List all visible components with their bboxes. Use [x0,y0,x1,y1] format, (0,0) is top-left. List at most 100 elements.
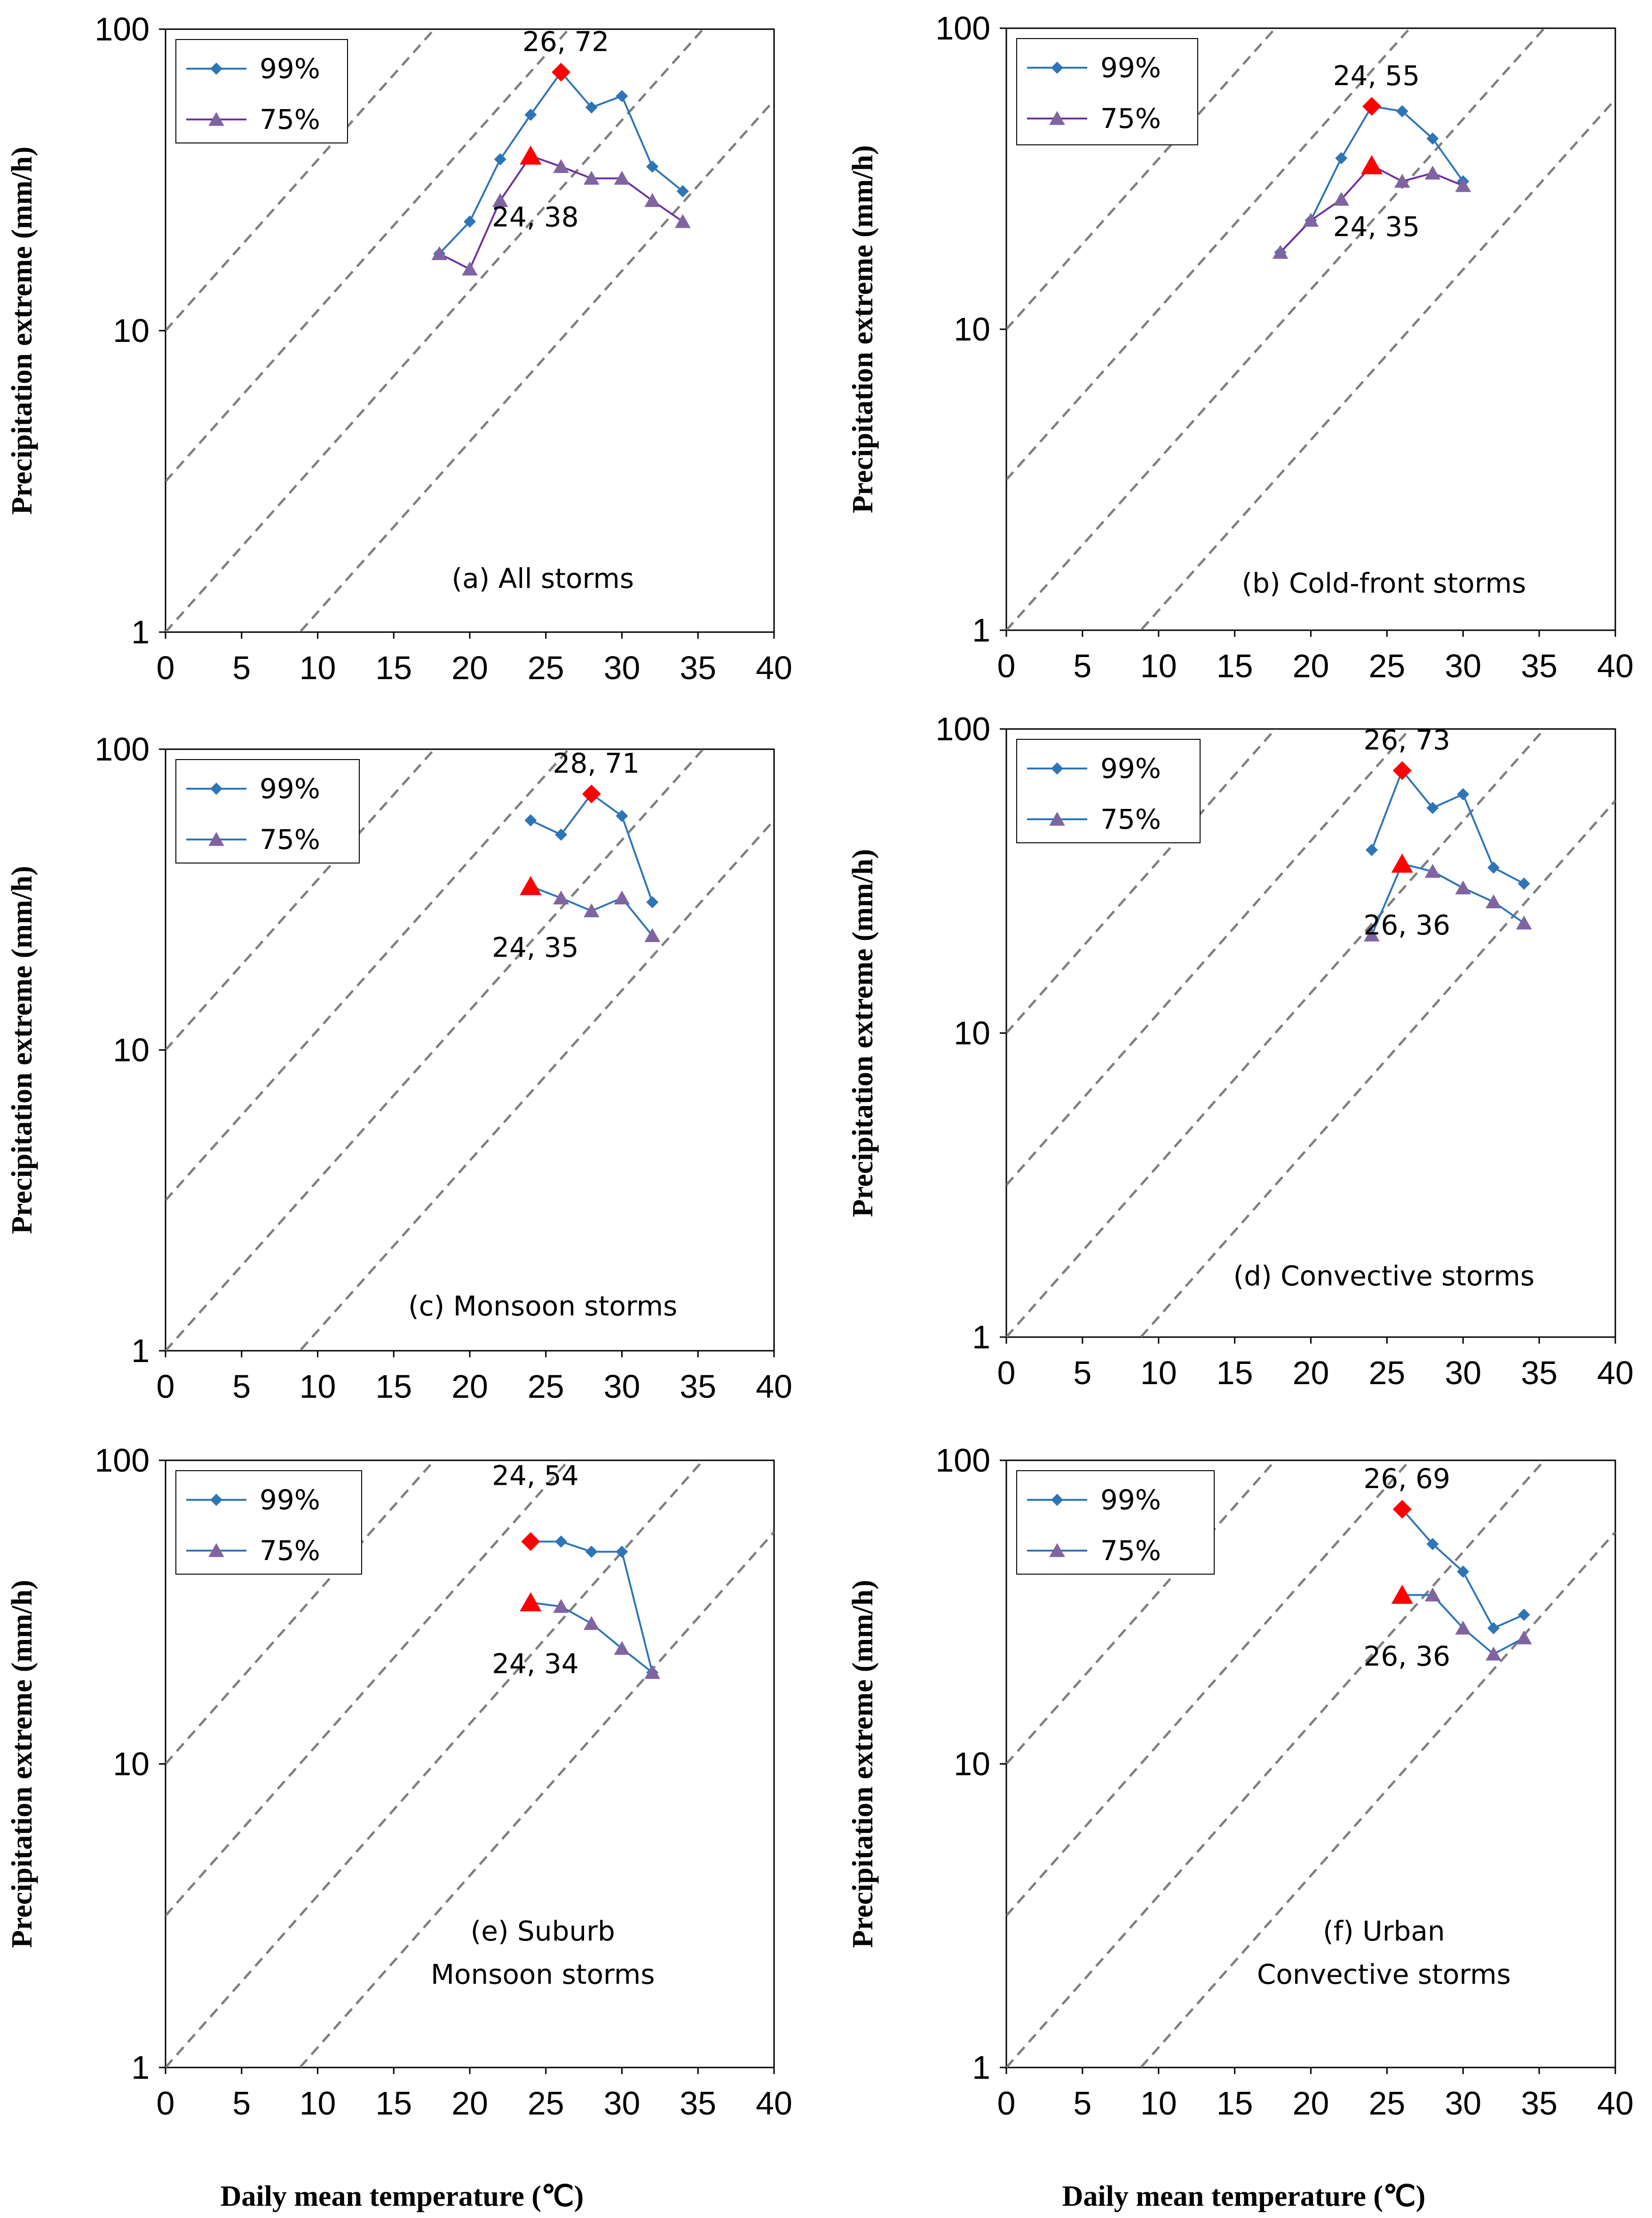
data-point-99 [1426,801,1439,814]
reference-line-1 [298,1531,774,2067]
legend-box [1016,38,1198,145]
legend-label-99: 99% [260,53,320,85]
y-tick-label: 1 [131,614,150,650]
legend-triangle-icon [1049,812,1065,826]
x-tick-label: 35 [1521,2085,1557,2122]
data-point-75 [1455,880,1471,895]
legend-box [175,759,360,863]
data-point-75 [1455,1620,1471,1635]
data-point-99 [464,215,476,228]
data-point-99 [1518,1608,1530,1621]
data-point-75 [614,890,630,905]
legend-label-99: 99% [1100,1484,1161,1516]
y-tick-label: 10 [113,312,150,349]
y-tick-label: 10 [954,1746,990,1782]
x-tick-label: 10 [300,650,336,686]
data-point-75 [1486,1647,1502,1661]
reference-line-2 [1006,1460,1546,2067]
data-point-99 [1426,132,1439,145]
data-point-99 [1487,1622,1500,1634]
x-tick-label: 30 [1445,2085,1481,2122]
x-tick-label: 25 [1368,2085,1405,2122]
peak-marker-99 [552,63,571,82]
reference-line-3 [166,1460,570,1917]
y-tick-label: 1 [131,1332,150,1369]
peak-marker-75 [520,1592,542,1612]
legend-label-99: 99% [1100,52,1161,84]
data-point-99 [1457,788,1470,800]
peak-marker-75 [520,876,542,895]
data-point-75 [675,214,691,228]
data-point-75 [1516,915,1532,930]
y-axis-title: Precipitation extreme (mm/h) [6,147,38,515]
data-point-99 [676,185,689,198]
peak-label-99: 24, 54 [492,1460,578,1492]
reference-line-2 [166,29,705,632]
y-tick-label: 10 [113,1032,150,1069]
peak-label-75: 24, 35 [492,932,578,964]
legend-diamond-icon [210,63,222,75]
data-point-99 [1487,861,1500,874]
data-point-75 [1424,863,1441,878]
legend-label-99: 99% [1100,753,1161,784]
peak-label-99: 26, 73 [1364,724,1450,756]
legend-triangle-icon [1049,1543,1065,1557]
peak-marker-75 [1360,155,1383,174]
x-tick-label: 20 [451,1368,488,1405]
panel-title: Monsoon storms [431,1958,655,1990]
peak-label-75: 24, 38 [492,201,578,233]
peak-label-75: 24, 35 [1333,211,1420,243]
data-point-75 [553,159,569,173]
x-tick-label: 30 [604,650,640,686]
y-axis-title: Precipitation extreme (mm/h) [6,1580,38,1948]
data-point-99 [646,896,659,909]
data-point-75 [431,246,448,260]
peak-label-75: 26, 36 [1364,909,1450,941]
legend-label-99: 99% [260,1484,320,1516]
data-point-75 [1303,213,1319,227]
x-tick-label: 20 [1293,1355,1329,1391]
y-tick-label: 1 [972,1319,990,1355]
data-point-99 [616,90,628,103]
legend-label-99: 99% [260,773,320,805]
legend-diamond-icon [1051,762,1063,775]
panel-title: (e) Suburb [471,1915,615,1947]
chart-panel-4: 0 5 10 15 20 25 30 35 40 1 10 100 Precipitation extr… [847,711,1634,1391]
legend-label-75: 75% [260,824,320,856]
panel-title: (a) All storms [451,562,634,594]
chart-panel-1: 0 5 10 15 20 25 30 35 40 1 10 100 Precipitation extr… [6,11,792,686]
panel-title: (f) Urban [1323,1915,1445,1947]
x-axis-title-right: Daily mean temperature (℃) [1062,2180,1426,2212]
data-point-75 [1272,245,1288,259]
peak-marker-99 [582,784,601,804]
reference-line-3 [1006,1460,1412,1917]
y-tick-label: 10 [954,311,990,348]
x-tick-label: 25 [1368,648,1405,684]
data-point-75 [644,928,660,942]
x-tick-label: 0 [157,2085,175,2122]
reference-line-2 [166,1460,705,2067]
x-tick-label: 0 [997,648,1016,684]
reference-line-4 [166,749,436,1051]
data-point-99 [1426,1537,1439,1550]
data-point-99 [1518,877,1530,890]
data-point-75 [1424,166,1441,180]
x-tick-label: 15 [1217,1355,1253,1391]
panel-title: (d) Convective storms [1233,1260,1534,1292]
panel-title: Convective storms [1257,1958,1511,1990]
legend-diamond-icon [210,783,222,795]
x-tick-label: 25 [1368,1355,1405,1391]
series-line-99 [1371,768,1525,885]
data-point-75 [644,193,660,207]
x-tick-label: 10 [1140,1355,1177,1391]
x-tick-label: 25 [528,2085,564,2122]
y-tick-label: 1 [972,2049,990,2086]
reference-lines [166,1460,774,2067]
x-tick-label: 5 [1073,648,1091,684]
data-point-99 [585,101,598,114]
reference-line-4 [1006,1460,1277,1765]
x-tick-label: 25 [528,1368,564,1405]
x-tick-label: 0 [157,1368,175,1405]
data-point-99 [524,109,537,121]
x-tick-label: 10 [1140,648,1177,684]
